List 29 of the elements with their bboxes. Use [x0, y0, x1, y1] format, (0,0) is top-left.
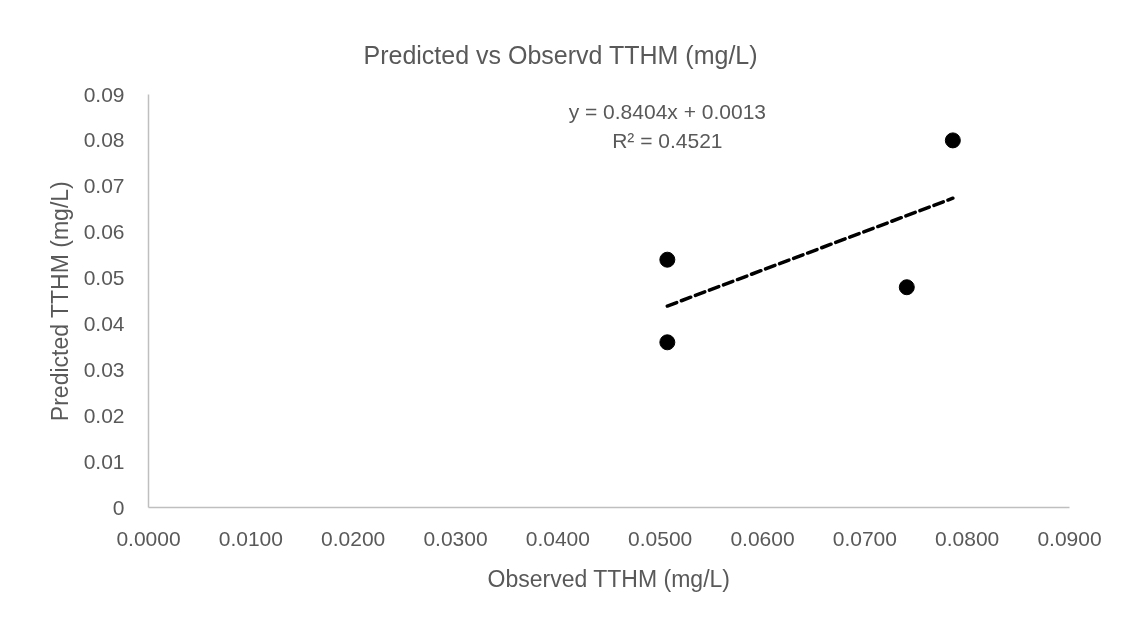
y-tick-label: 0.04	[83, 311, 125, 335]
annotation: R² = 0.4521	[612, 128, 723, 152]
chart-title: Predicted vs Observd TTHM (mg/L)	[363, 40, 758, 69]
x-tick-label: 0.0100	[218, 526, 283, 550]
point	[898, 279, 915, 296]
x-tick-label: 0.0200	[321, 526, 386, 550]
x-tick-label: 0.0600	[730, 526, 795, 550]
x-tick-label: 0.0000	[116, 526, 181, 550]
y-tick-label: 0.06	[83, 220, 125, 244]
x-axis-title: Observed TTHM (mg/L)	[487, 565, 730, 592]
annotation: y = 0.8404x + 0.0013	[568, 99, 766, 123]
y-tick-label: 0.09	[83, 82, 125, 106]
point	[659, 251, 676, 268]
x-tick-label: 0.0800	[935, 526, 1000, 550]
x-tick-label: 0.0900	[1037, 526, 1102, 550]
y-axis-title: Predicted TTHM (mg/L)	[46, 181, 73, 422]
y-tick-label: 0.08	[83, 128, 125, 152]
y-tick-label: 0.03	[83, 357, 125, 381]
point	[659, 334, 676, 351]
y-tick-label: 0.07	[83, 174, 125, 198]
y-tick-label: 0.02	[83, 403, 125, 427]
y-tick-label: 0.05	[83, 266, 125, 290]
x-tick-label: 0.0300	[423, 526, 488, 550]
y-tick-label: 0.01	[83, 449, 125, 473]
x-tick-label: 0.0700	[832, 526, 897, 550]
point	[944, 132, 961, 149]
x-tick-label: 0.0500	[628, 526, 693, 550]
y-tick-label: 0	[112, 495, 125, 519]
x-tick-label: 0.0400	[525, 526, 590, 550]
